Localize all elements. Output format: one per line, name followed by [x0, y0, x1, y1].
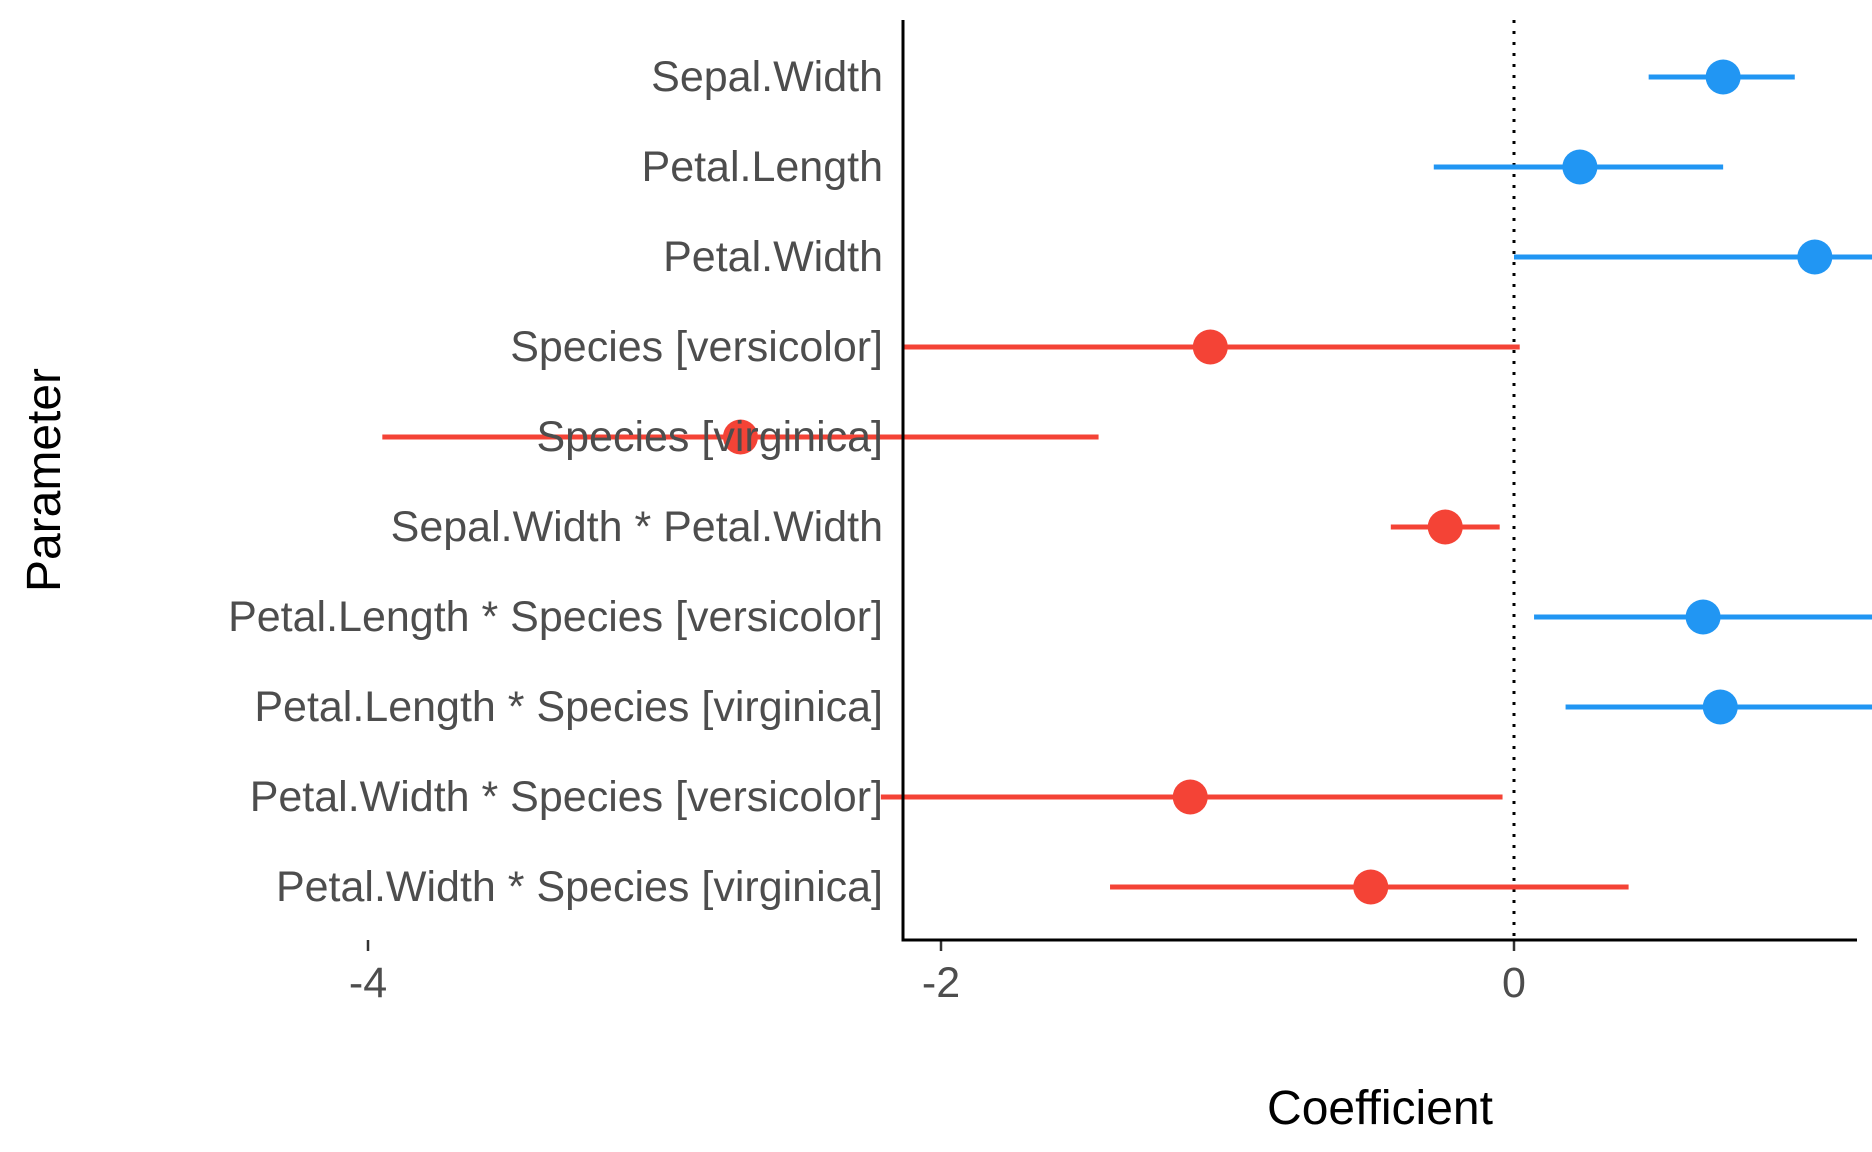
x-axis-ticks: -4-202	[349, 940, 1526, 1007]
x-tick-label: -4	[349, 959, 387, 1007]
estimate-point	[1562, 149, 1598, 185]
estimate-point	[1685, 599, 1721, 635]
parameter-label: Petal.Width * Species [virginica]	[276, 863, 883, 911]
parameter-label: Petal.Width * Species [versicolor]	[250, 773, 883, 821]
estimate-point	[1702, 689, 1738, 725]
parameter-label: Petal.Length	[642, 143, 883, 191]
x-axis-title: Coefficient	[1267, 1082, 1493, 1135]
parameter-label: Sepal.Width	[651, 53, 883, 101]
parameter-label: Petal.Length * Species [versicolor]	[228, 593, 883, 641]
estimate-point	[1192, 329, 1228, 365]
estimate-point	[1353, 869, 1389, 905]
parameter-label: Petal.Length * Species [virginica]	[254, 683, 883, 731]
parameter-label: Species [virginica]	[536, 413, 883, 461]
estimate-point	[1797, 239, 1833, 275]
parameter-label: Species [versicolor]	[510, 323, 883, 371]
x-tick-label: -2	[922, 959, 960, 1007]
estimate-point	[1172, 779, 1208, 815]
x-tick-label: 0	[1502, 959, 1526, 1007]
parameter-labels: Sepal.Width Petal.Length Petal.Width Specie…	[228, 53, 883, 911]
parameter-label: Petal.Width	[663, 233, 883, 281]
parameter-label: Sepal.Width * Petal.Width	[391, 503, 883, 551]
estimate-point	[1427, 509, 1463, 545]
y-axis-title: Parameter	[18, 368, 71, 592]
estimate-point	[1705, 59, 1741, 95]
coefficient-marks	[382, 59, 1872, 905]
estimate-point	[722, 419, 758, 455]
